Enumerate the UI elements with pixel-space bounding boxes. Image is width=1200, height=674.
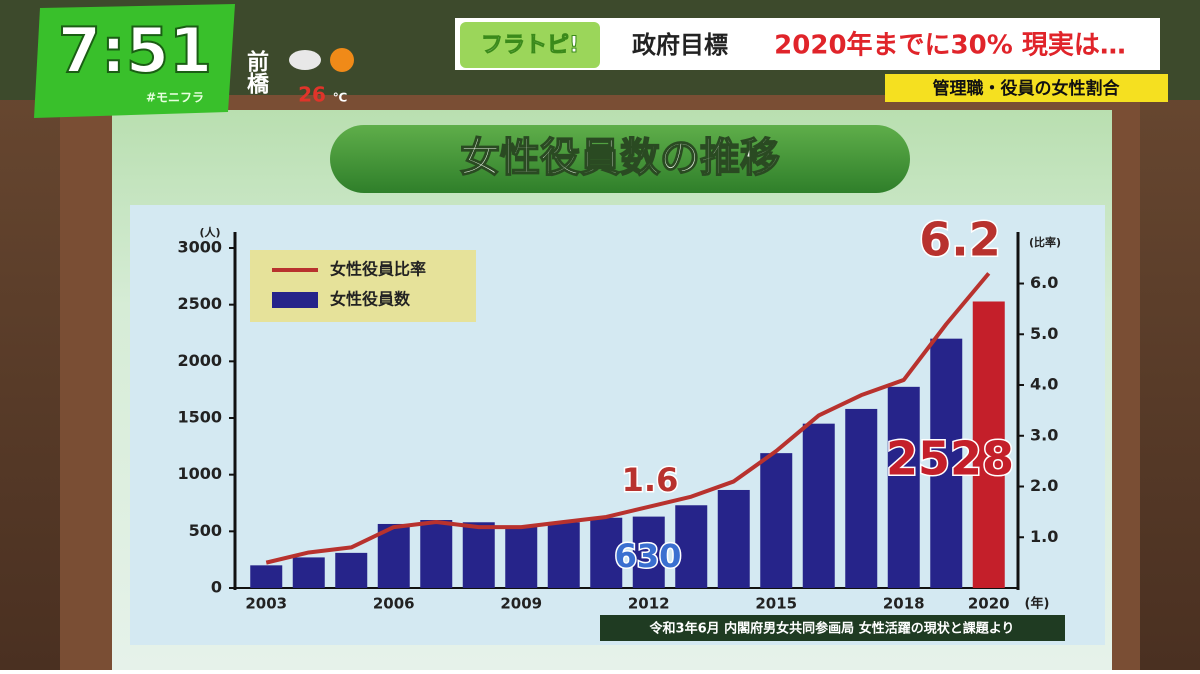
cloud-icon — [289, 50, 321, 70]
x-tick-label: 2003 — [245, 595, 287, 613]
bar — [802, 423, 835, 588]
x-tick-label: 2020 — [968, 595, 1010, 613]
data-label: 2528 — [886, 432, 1014, 486]
hashtag: #モニフラ — [146, 91, 204, 105]
x-tick-label: 2018 — [883, 595, 925, 613]
y-tick-label: 1000 — [177, 464, 222, 483]
bar — [335, 552, 368, 588]
y-tick-label: 3000 — [177, 238, 222, 257]
temperature-unit: ℃ — [333, 91, 348, 105]
headline-right: 2020年までに30% 現実は… — [774, 30, 1126, 61]
y2-tick-label: 2.0 — [1030, 476, 1058, 495]
source-box — [600, 615, 1065, 641]
bar — [250, 565, 283, 588]
bar — [887, 386, 920, 588]
y-tick-label: 1500 — [177, 408, 222, 427]
y-tick-label: 2000 — [177, 351, 222, 370]
sun-icon — [330, 48, 354, 72]
bar — [632, 516, 665, 588]
chart-title: 女性役員数の推移 — [460, 135, 780, 181]
subheadline: 管理職・役員の女性割合 — [933, 78, 1121, 99]
x-tick-label: 2006 — [373, 595, 415, 613]
y-tick-label: 2500 — [177, 294, 222, 313]
bar — [547, 522, 580, 588]
y2-tick-label: 4.0 — [1030, 375, 1058, 394]
bar — [717, 489, 750, 588]
logo-box — [460, 22, 600, 68]
x-tick-label: 2012 — [628, 595, 670, 613]
clock: 7:51 — [58, 14, 212, 87]
y-tick-label: 0 — [211, 578, 222, 597]
city: 前橋 — [243, 49, 269, 94]
y2-tick-label: 5.0 — [1030, 324, 1058, 343]
y2-tick-label: 6.0 — [1030, 273, 1058, 292]
data-label: 630 — [615, 537, 682, 575]
bar — [675, 505, 708, 588]
bar — [590, 517, 623, 588]
bar — [377, 523, 410, 588]
y2-tick-label: 1.0 — [1030, 527, 1058, 546]
x-tick-label: 2015 — [755, 595, 797, 613]
y2-axis-label: (比率) — [1029, 235, 1061, 249]
y-tick-label: 500 — [189, 521, 222, 540]
legend-label: 女性役員比率 — [330, 260, 426, 279]
legend-swatch — [272, 292, 318, 308]
bar — [420, 520, 453, 588]
source: 令和3年6月 内閣府男女共同参画局 女性活躍の現状と課題より — [650, 621, 1015, 637]
bar — [292, 557, 325, 588]
x-axis-unit: (年) — [1025, 596, 1050, 612]
bar — [760, 453, 793, 588]
headline-left: 政府目標 — [632, 31, 728, 59]
subheadline-box — [885, 74, 1168, 102]
temperature: 26 — [298, 83, 326, 107]
title-pill — [330, 125, 910, 193]
bar — [845, 408, 878, 588]
x-tick-label: 2009 — [500, 595, 542, 613]
bar — [972, 301, 1005, 588]
line — [265, 272, 991, 565]
clock-box — [34, 4, 235, 118]
y2-tick-label: 3.0 — [1030, 425, 1058, 444]
legend-box — [250, 250, 476, 322]
bar — [930, 338, 963, 588]
bar — [505, 526, 538, 588]
data-label: 1.6 — [622, 461, 679, 499]
y-axis-label: (人) — [199, 225, 220, 239]
data-label: 6.2 — [919, 213, 1001, 267]
logo: フラトピ! — [481, 33, 579, 58]
bar — [462, 522, 495, 588]
legend-label: 女性役員数 — [330, 290, 411, 309]
